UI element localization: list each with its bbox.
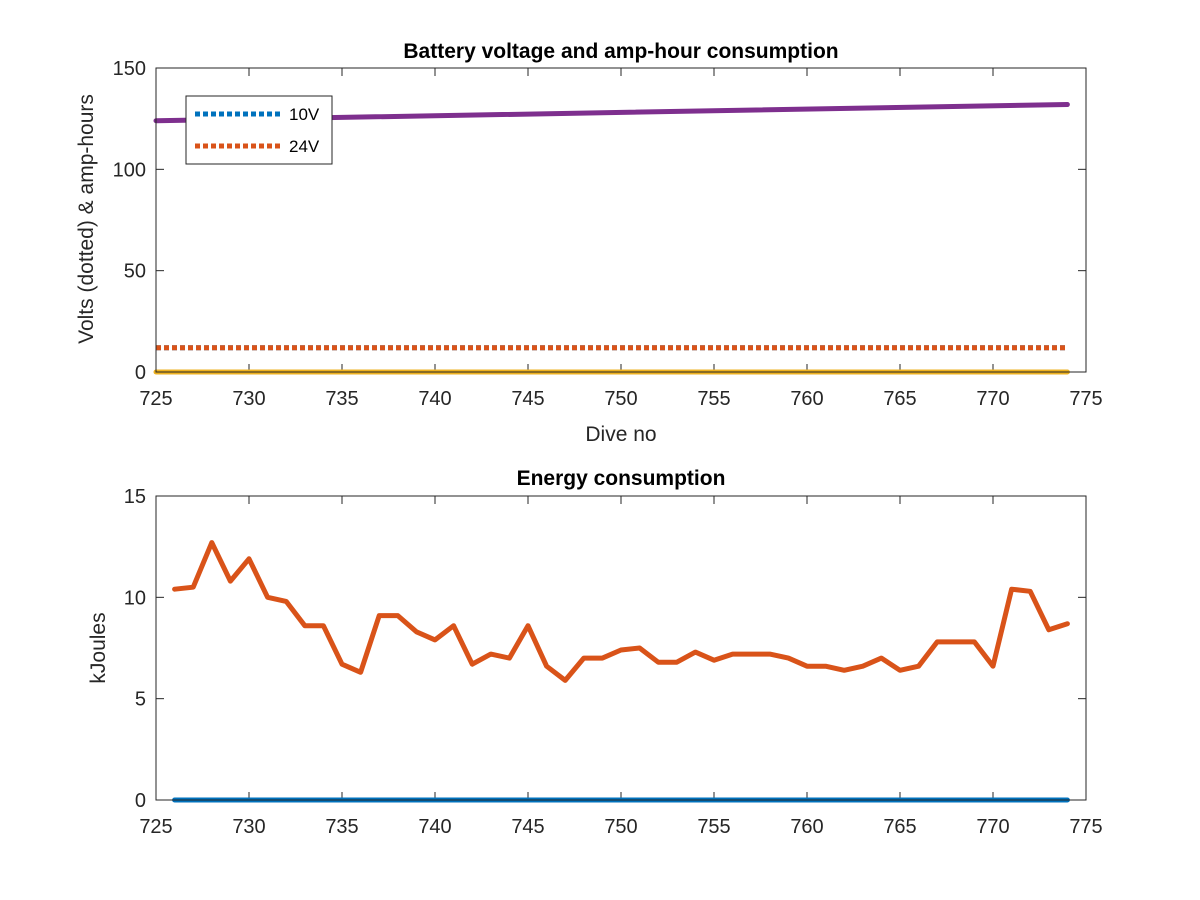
energy-y-tick-label: 5 [135, 689, 146, 711]
energy-plot-axes-box [155, 495, 1087, 801]
battery-plot-x-axis-title: Dive no [585, 423, 656, 446]
energy-plot-ticks: 725 730 735 740 745 750 755 760 765 770 775 0 5 10 15 [124, 486, 1103, 838]
battery-y-tick-label: 150 [113, 58, 146, 80]
battery-x-tick-label: 755 [697, 388, 730, 410]
energy-plot-y-axis-title: kJoules [87, 612, 110, 683]
energy-y-tick-label: 0 [135, 790, 146, 812]
energy-x-tick-label: 760 [790, 816, 823, 838]
battery-x-tick-label: 765 [883, 388, 916, 410]
battery-y-tick-label: 100 [113, 159, 146, 181]
battery-x-tick-label: 760 [790, 388, 823, 410]
battery-plot-legend: 10V 24V [185, 95, 333, 165]
battery-x-tick-label: 770 [976, 388, 1009, 410]
energy-plot-title: Energy consumption [517, 467, 726, 490]
legend-label-24v: 24V [289, 137, 320, 156]
battery-plot-y-axis-title: Volts (dotted) & amp-hours [75, 94, 98, 344]
energy-x-tick-label: 750 [604, 816, 637, 838]
battery-x-tick-label: 725 [139, 388, 172, 410]
energy-x-tick-label: 735 [325, 816, 358, 838]
energy-x-tick-label: 770 [976, 816, 1009, 838]
energy-x-tick-label: 765 [883, 816, 916, 838]
battery-x-tick-label: 750 [604, 388, 637, 410]
legend-label-10v: 10V [289, 105, 320, 124]
battery-plot-title: Battery voltage and amp-hour consumption [403, 40, 838, 63]
energy-x-tick-label: 755 [697, 816, 730, 838]
battery-plot-ticks: 725 730 735 740 745 750 755 760 765 770 775 0 50 100 1… [113, 58, 1103, 410]
battery-y-tick-label: 0 [135, 362, 146, 384]
battery-x-tick-label: 730 [232, 388, 265, 410]
battery-x-tick-label: 775 [1069, 388, 1102, 410]
energy-consumption-plot: Energy consumption kJoules 725 730 735 740 7… [87, 467, 1103, 838]
energy-y-tick-label: 10 [124, 587, 146, 609]
battery-plot-axes-box [155, 67, 1087, 373]
legend-box [185, 95, 333, 165]
energy-series-line-1 [172, 540, 1070, 683]
battery-x-tick-label: 740 [418, 388, 451, 410]
battery-x-tick-label: 745 [511, 388, 544, 410]
battery-voltage-plot: Battery voltage and amp-hour consumption… [75, 40, 1103, 446]
battery-x-tick-label: 735 [325, 388, 358, 410]
battery-y-tick-label: 50 [124, 261, 146, 283]
energy-x-tick-label: 725 [139, 816, 172, 838]
energy-x-tick-label: 775 [1069, 816, 1102, 838]
energy-x-tick-label: 730 [232, 816, 265, 838]
energy-y-tick-label: 15 [124, 486, 146, 508]
energy-x-tick-label: 740 [418, 816, 451, 838]
energy-x-tick-label: 745 [511, 816, 544, 838]
